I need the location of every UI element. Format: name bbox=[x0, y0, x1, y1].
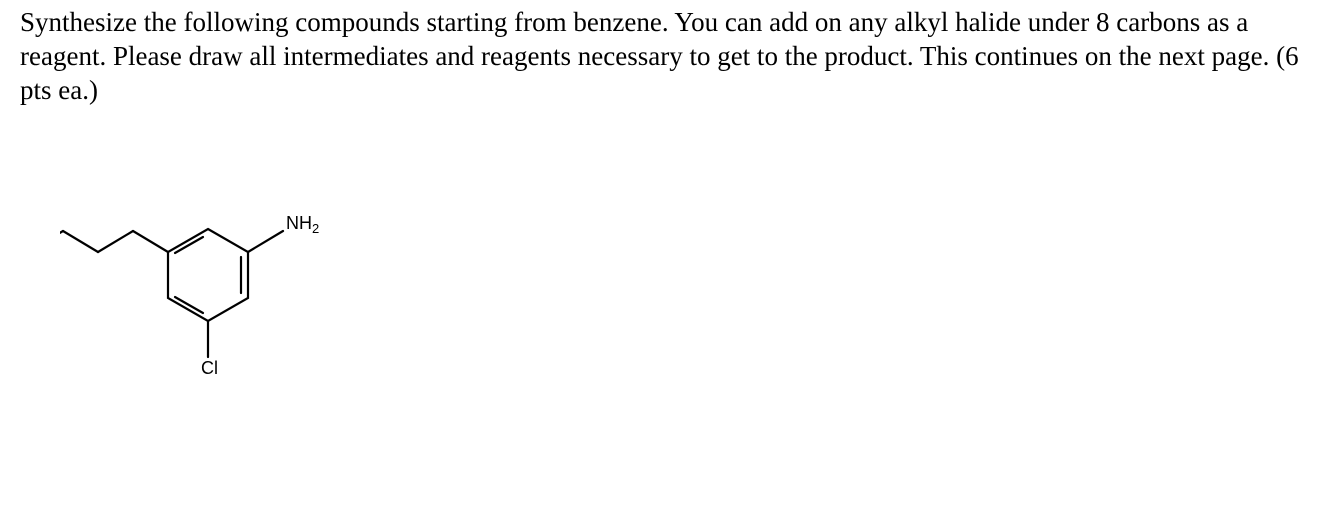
chemical-structure-svg: NH2 Cl bbox=[20, 157, 330, 407]
molecule-structure: NH2 Cl bbox=[20, 157, 1308, 412]
cl-label: Cl bbox=[201, 358, 218, 378]
question-text: Synthesize the following compounds start… bbox=[20, 6, 1308, 107]
